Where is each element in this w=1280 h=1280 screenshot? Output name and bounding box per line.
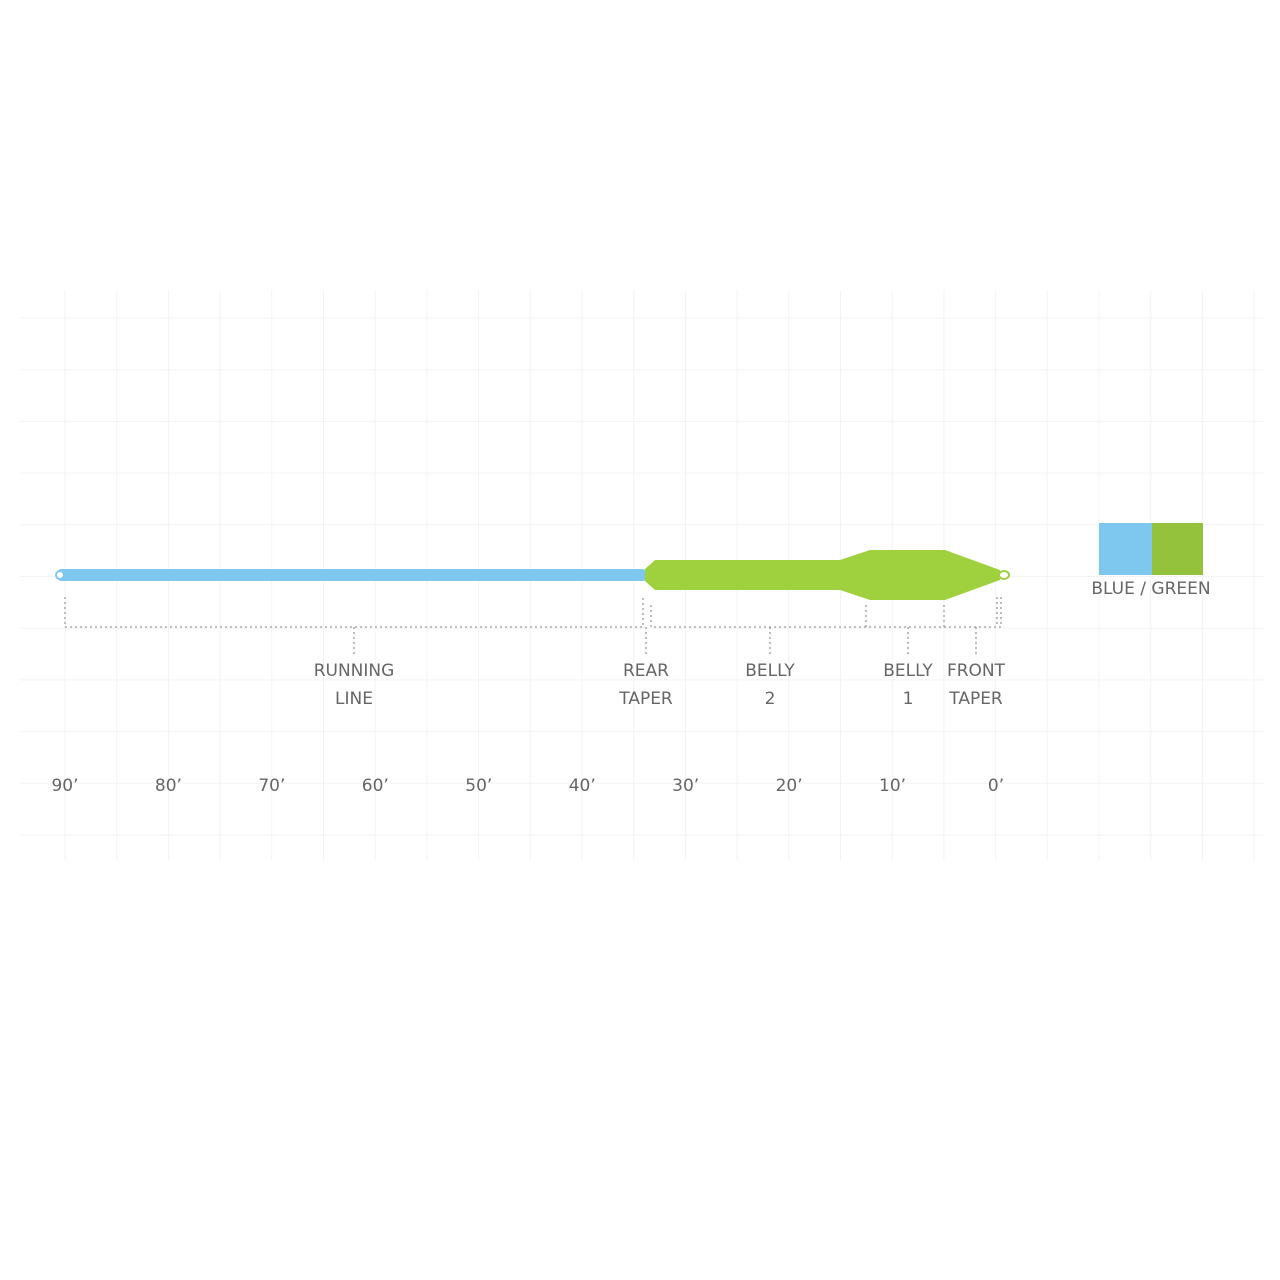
scale-label: 60’ xyxy=(362,776,389,796)
scale-label: 80’ xyxy=(155,776,182,796)
front-loop xyxy=(998,570,1010,580)
segment-label: RUNNING xyxy=(314,661,395,681)
segment-label: 1 xyxy=(903,689,914,709)
brackets xyxy=(64,597,1002,657)
rear-loop xyxy=(55,570,65,580)
segment-label: TAPER xyxy=(948,689,1003,709)
head xyxy=(645,550,1000,600)
legend-label: BLUE / GREEN xyxy=(1091,579,1210,599)
scale-label: 70’ xyxy=(258,776,285,796)
legend-green xyxy=(1152,523,1203,575)
segment-labels: RUNNING LINE REAR TAPER BELLY 2 BELLY 1 FRONT TAP… xyxy=(314,661,1006,709)
scale-label: 50’ xyxy=(465,776,492,796)
segment-label: BELLY xyxy=(745,661,795,681)
scale: 90’ 80’ 70’ 60’ 50’ 40’ 30’ 20’ 10’ 0’ xyxy=(51,776,1004,796)
running-line xyxy=(56,569,648,581)
scale-label: 40’ xyxy=(569,776,596,796)
segment-label: REAR xyxy=(623,661,669,681)
segment-label: LINE xyxy=(335,689,373,709)
segment-label: BELLY xyxy=(883,661,933,681)
scale-label: 10’ xyxy=(879,776,906,796)
scale-label: 0’ xyxy=(988,776,1004,796)
scale-label: 30’ xyxy=(672,776,699,796)
segment-label: 2 xyxy=(765,689,776,709)
segment-label: FRONT xyxy=(947,661,1006,681)
scale-label: 20’ xyxy=(776,776,803,796)
scale-label: 90’ xyxy=(51,776,78,796)
segment-label: TAPER xyxy=(618,689,673,709)
legend-blue xyxy=(1099,523,1152,575)
